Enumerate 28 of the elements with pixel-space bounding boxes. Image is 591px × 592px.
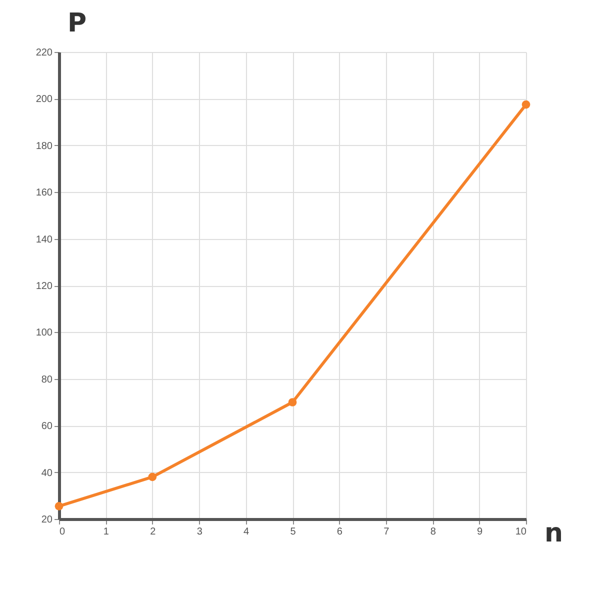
point: [148, 472, 157, 482]
x-tick-label: 1: [103, 526, 110, 538]
y-tick-label: 20: [41, 514, 53, 526]
x-tick-label: 10: [515, 526, 527, 538]
x-tick-label: 2: [150, 526, 156, 538]
x-tick-label: 4: [244, 526, 250, 538]
point: [288, 398, 297, 406]
x-tick-label: 3: [196, 526, 203, 538]
y-tick-label: 40: [41, 468, 53, 479]
x-tick-label: 5: [290, 526, 296, 538]
x-tick-label: 6: [336, 526, 343, 538]
y-tick-label: 140: [36, 234, 53, 246]
x-tick-label: 9: [477, 526, 484, 538]
y-tick-label: 160: [36, 188, 53, 199]
y-axis-title: P: [68, 8, 87, 38]
point: [522, 100, 530, 109]
point: [54, 502, 64, 510]
y-tick-label: 220: [36, 48, 53, 58]
x-axis-title: n: [544, 518, 564, 548]
y-tick-label: 60: [41, 421, 53, 432]
y-tick-label: 80: [41, 374, 53, 386]
y-tick-label: 120: [36, 281, 53, 292]
x-tick-label: 0: [60, 526, 66, 538]
x-tick-label: 7: [384, 526, 390, 538]
x-tick-label: 8: [430, 526, 436, 538]
y-tick-label: 100: [36, 328, 53, 339]
y-tick-label: 180: [36, 140, 53, 152]
y-tick-label: 200: [36, 94, 53, 106]
